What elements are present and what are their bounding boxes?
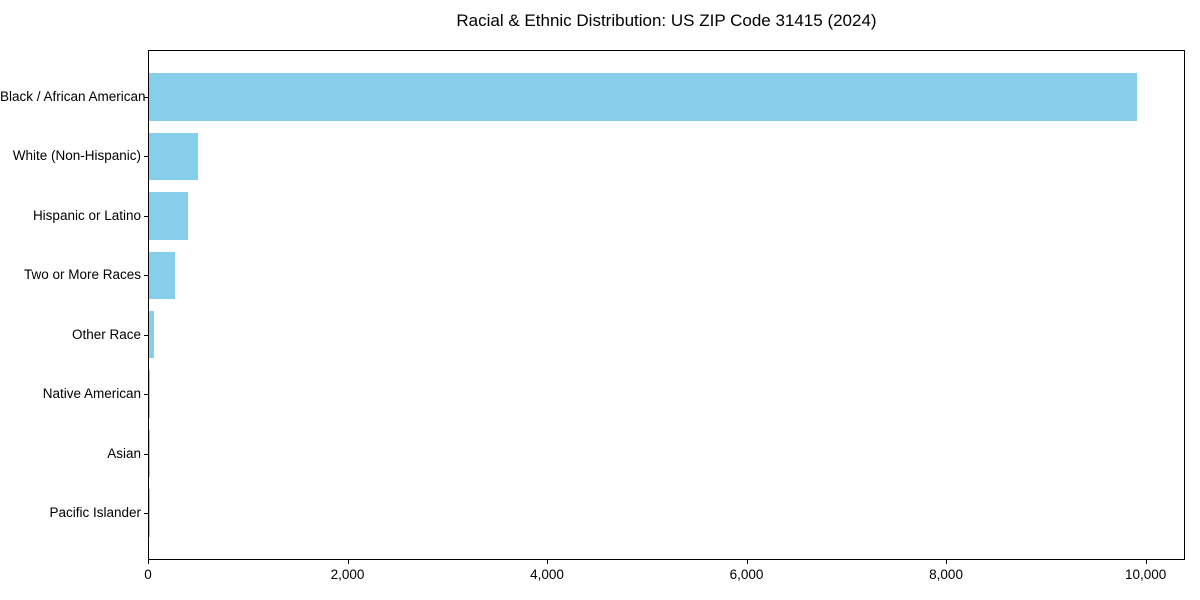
bar xyxy=(149,73,1137,121)
x-tick-mark xyxy=(148,560,149,564)
x-tick-label: 6,000 xyxy=(729,567,764,582)
x-tick-mark xyxy=(1145,560,1147,564)
chart-title: Racial & Ethnic Distribution: US ZIP Cod… xyxy=(456,11,877,30)
y-tick-label: White (Non-Hispanic) xyxy=(12,148,141,164)
x-tick-label: 10,000 xyxy=(1124,567,1167,582)
x-tick-mark xyxy=(547,560,549,564)
y-tick-label: Native American xyxy=(42,386,141,402)
y-tick-mark xyxy=(144,513,148,515)
y-tick-mark xyxy=(144,453,148,455)
y-tick-mark xyxy=(144,156,148,158)
x-tick-label: 0 xyxy=(144,567,152,582)
y-tick-label: Black / African American xyxy=(0,88,146,104)
x-tick-label: 2,000 xyxy=(330,567,365,582)
y-tick-label: Asian xyxy=(107,445,141,461)
bar xyxy=(149,370,151,418)
x-tick-label: 8,000 xyxy=(929,567,963,582)
plot-area xyxy=(148,50,1185,560)
y-tick-mark xyxy=(144,394,148,396)
y-tick-mark xyxy=(144,334,148,336)
x-tick-label: 4,000 xyxy=(530,567,564,582)
y-tick-mark xyxy=(144,96,148,98)
y-tick-label: Hispanic or Latino xyxy=(32,207,141,223)
bar xyxy=(149,251,175,300)
y-tick-mark xyxy=(144,215,148,217)
y-tick-label: Two or More Races xyxy=(23,267,141,283)
bar xyxy=(149,429,150,478)
x-tick-mark xyxy=(746,560,748,564)
x-tick-mark xyxy=(347,560,349,564)
y-tick-label: Pacific Islander xyxy=(49,505,141,521)
bar xyxy=(149,310,154,359)
x-tick-mark xyxy=(946,560,948,564)
bar xyxy=(149,192,188,240)
y-tick-mark xyxy=(144,275,148,277)
bar xyxy=(149,132,198,181)
y-tick-label: Other Race xyxy=(71,326,141,342)
